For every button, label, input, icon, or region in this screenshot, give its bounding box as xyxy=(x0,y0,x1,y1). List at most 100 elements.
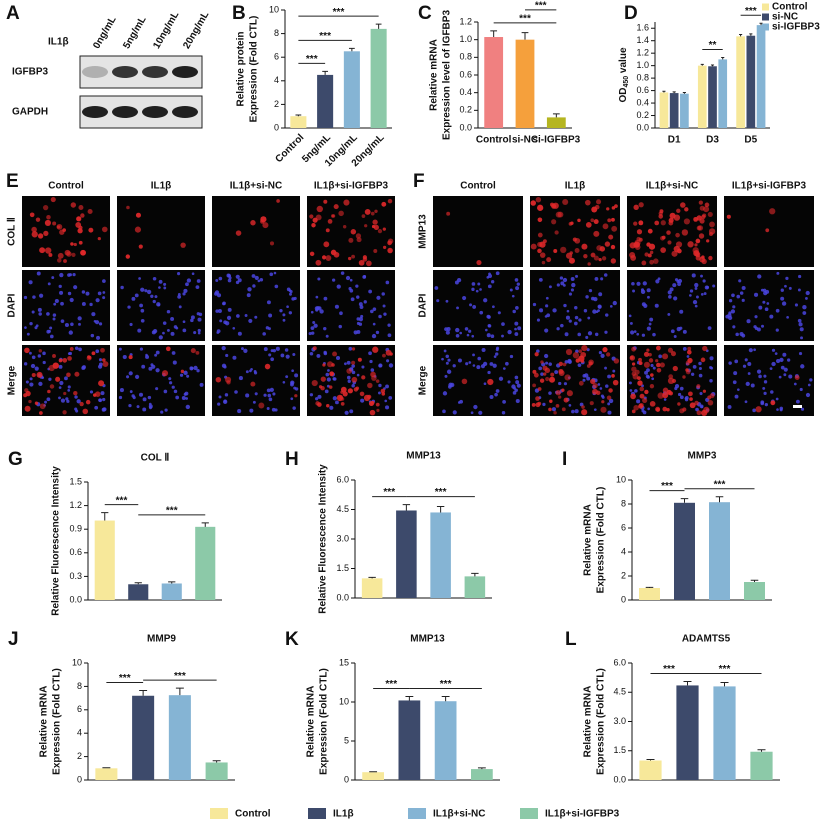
y-axis-label: Relative mRNA xyxy=(583,686,594,758)
stained-cell xyxy=(64,249,71,256)
stained-cell xyxy=(765,228,770,233)
nucleus xyxy=(793,382,797,386)
legend-label: si-IGFBP3 xyxy=(772,22,820,33)
bar xyxy=(680,93,689,128)
nucleus xyxy=(763,374,767,378)
nucleus xyxy=(237,331,242,336)
stained-cell xyxy=(770,400,776,406)
stained-cell xyxy=(331,363,335,367)
panel-letter: J xyxy=(8,629,19,650)
nucleus xyxy=(58,284,62,289)
nucleus xyxy=(37,354,42,358)
nucleus xyxy=(74,395,78,399)
nucleus xyxy=(495,347,499,352)
nucleus xyxy=(802,304,807,310)
micrograph-background xyxy=(724,196,814,267)
stained-cell xyxy=(25,390,31,397)
column-header: Control xyxy=(48,181,84,192)
nucleus xyxy=(775,308,780,313)
nucleus xyxy=(75,409,79,413)
nucleus xyxy=(152,276,157,281)
micrograph-background xyxy=(627,270,717,341)
nucleus xyxy=(733,371,738,376)
significance-label: *** xyxy=(306,54,318,65)
y-axis-label: Relative Fluorescence Intensity xyxy=(51,466,62,616)
stained-cell xyxy=(55,376,61,382)
nucleus xyxy=(487,315,491,319)
stained-cell xyxy=(376,408,380,412)
nucleus xyxy=(245,370,249,374)
stained-cell xyxy=(639,393,645,399)
stained-cell xyxy=(461,378,468,385)
nucleus xyxy=(126,375,130,379)
error-bar xyxy=(662,90,666,93)
nucleus xyxy=(456,306,459,310)
nucleus xyxy=(786,315,789,319)
significance-label: *** xyxy=(333,7,345,18)
stained-cell xyxy=(325,255,332,261)
stained-cell xyxy=(599,246,606,252)
nucleus xyxy=(604,313,609,317)
bar xyxy=(370,28,387,129)
nucleus xyxy=(54,298,59,304)
nucleus xyxy=(293,386,297,390)
nucleus xyxy=(178,305,182,309)
nucleus xyxy=(141,364,146,369)
y-tick-label: 3.0 xyxy=(613,716,626,726)
nucleus xyxy=(502,400,506,404)
nucleus xyxy=(31,310,35,314)
nucleus xyxy=(252,284,256,288)
stained-cell xyxy=(657,392,664,399)
stained-cell xyxy=(695,238,701,244)
nucleus xyxy=(254,315,258,319)
stained-cell xyxy=(633,404,639,411)
stained-cell xyxy=(630,393,636,400)
nucleus xyxy=(219,319,223,323)
nucleus xyxy=(340,271,345,275)
nucleus xyxy=(308,331,312,336)
micrograph xyxy=(627,345,717,417)
nucleus xyxy=(558,381,562,386)
nucleus xyxy=(630,330,635,335)
nucleus xyxy=(704,285,709,290)
nucleus xyxy=(501,334,504,338)
nucleus xyxy=(545,361,549,365)
stained-cell xyxy=(586,364,591,368)
nucleus xyxy=(515,380,520,385)
stained-cell xyxy=(680,202,686,208)
nucleus xyxy=(584,373,589,378)
stained-cell xyxy=(565,252,573,259)
nucleus xyxy=(247,287,252,292)
nucleus xyxy=(69,297,74,303)
nucleus xyxy=(512,309,516,314)
nucleus xyxy=(673,296,678,301)
nucleus xyxy=(511,294,515,298)
y-tick-label: 8 xyxy=(621,498,626,508)
nucleus xyxy=(60,301,64,306)
stained-cell xyxy=(56,225,61,229)
nucleus xyxy=(29,377,33,381)
stained-cell xyxy=(537,248,542,254)
stained-cell xyxy=(342,225,347,229)
nucleus xyxy=(216,293,222,298)
nucleus xyxy=(441,357,444,361)
stained-cell xyxy=(630,355,634,360)
nucleus xyxy=(692,299,698,305)
nucleus xyxy=(488,272,491,276)
nucleus xyxy=(466,333,470,337)
nucleus xyxy=(677,282,682,287)
nucleus xyxy=(361,365,365,369)
stained-cell xyxy=(639,386,645,392)
stained-cell xyxy=(351,347,356,351)
micrograph xyxy=(117,196,205,267)
nucleus xyxy=(155,387,159,391)
nucleus xyxy=(95,298,100,303)
stained-cell xyxy=(330,214,335,218)
nucleus xyxy=(565,315,570,320)
nucleus xyxy=(346,360,351,365)
micrograph xyxy=(117,270,205,341)
nucleus xyxy=(473,404,478,410)
nucleus xyxy=(163,282,167,286)
nucleus xyxy=(144,289,148,293)
stained-cell xyxy=(539,241,546,248)
